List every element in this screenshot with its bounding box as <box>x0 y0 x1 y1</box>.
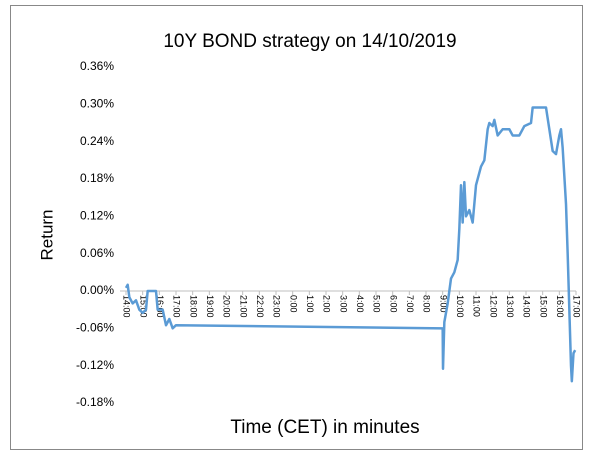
x-tick-label: 22:00 <box>255 295 265 318</box>
x-tick-label: 19:00 <box>205 295 215 318</box>
x-tick-label: 1:00 <box>305 295 315 313</box>
x-tick-label: 10:00 <box>455 295 465 318</box>
x-tick-label: 12:00 <box>488 295 498 318</box>
x-tick-label: 17:00 <box>572 295 582 318</box>
y-tick-label: -0.12% <box>76 358 114 372</box>
x-tick-label: 7:00 <box>405 295 415 313</box>
x-tick-label: 23:00 <box>272 295 282 318</box>
chart-border <box>10 5 583 450</box>
x-tick-label: 16:00 <box>155 295 165 318</box>
y-tick-label: 0.00% <box>80 283 114 297</box>
y-tick-label: 0.24% <box>80 134 114 148</box>
y-tick-label: 0.30% <box>80 97 114 111</box>
x-tick-label: 17:00 <box>172 295 182 318</box>
y-tick-label: 0.12% <box>80 209 114 223</box>
x-tick-label: 6:00 <box>388 295 398 313</box>
x-tick-label: 14:00 <box>122 295 132 318</box>
y-tick-label: 0.36% <box>80 59 114 73</box>
x-tick-label: 20:00 <box>222 295 232 318</box>
y-tick-label: -0.18% <box>76 395 114 409</box>
x-tick-label: 14:00 <box>522 295 532 318</box>
x-tick-label: 4:00 <box>355 295 365 313</box>
x-tick-label: 15:00 <box>138 295 148 318</box>
x-tick-label: 21:00 <box>238 295 248 318</box>
data-line <box>124 106 577 383</box>
x-tick-label: 15:00 <box>538 295 548 318</box>
x-tick-label: 16:00 <box>555 295 565 318</box>
x-axis-title: Time (CET) in minutes <box>230 417 419 438</box>
y-tick-label: 0.06% <box>80 246 114 260</box>
x-tick-label: 18:00 <box>188 295 198 318</box>
y-tick-label: -0.06% <box>76 321 114 335</box>
chart-title: 10Y BOND strategy on 14/10/2019 <box>163 31 456 52</box>
x-tick-label: 5:00 <box>372 295 382 313</box>
y-tick-label: 0.18% <box>80 171 114 185</box>
x-tick-label: 3:00 <box>338 295 348 313</box>
x-tick-label: 13:00 <box>505 295 515 318</box>
x-tick-label: 0:00 <box>288 295 298 313</box>
x-tick-label: 2:00 <box>322 295 332 313</box>
x-tick-label: 9:00 <box>438 295 448 313</box>
y-axis-title: Return <box>37 209 56 260</box>
x-tick-label: 8:00 <box>422 295 432 313</box>
x-tick-label: 11:00 <box>472 295 482 317</box>
